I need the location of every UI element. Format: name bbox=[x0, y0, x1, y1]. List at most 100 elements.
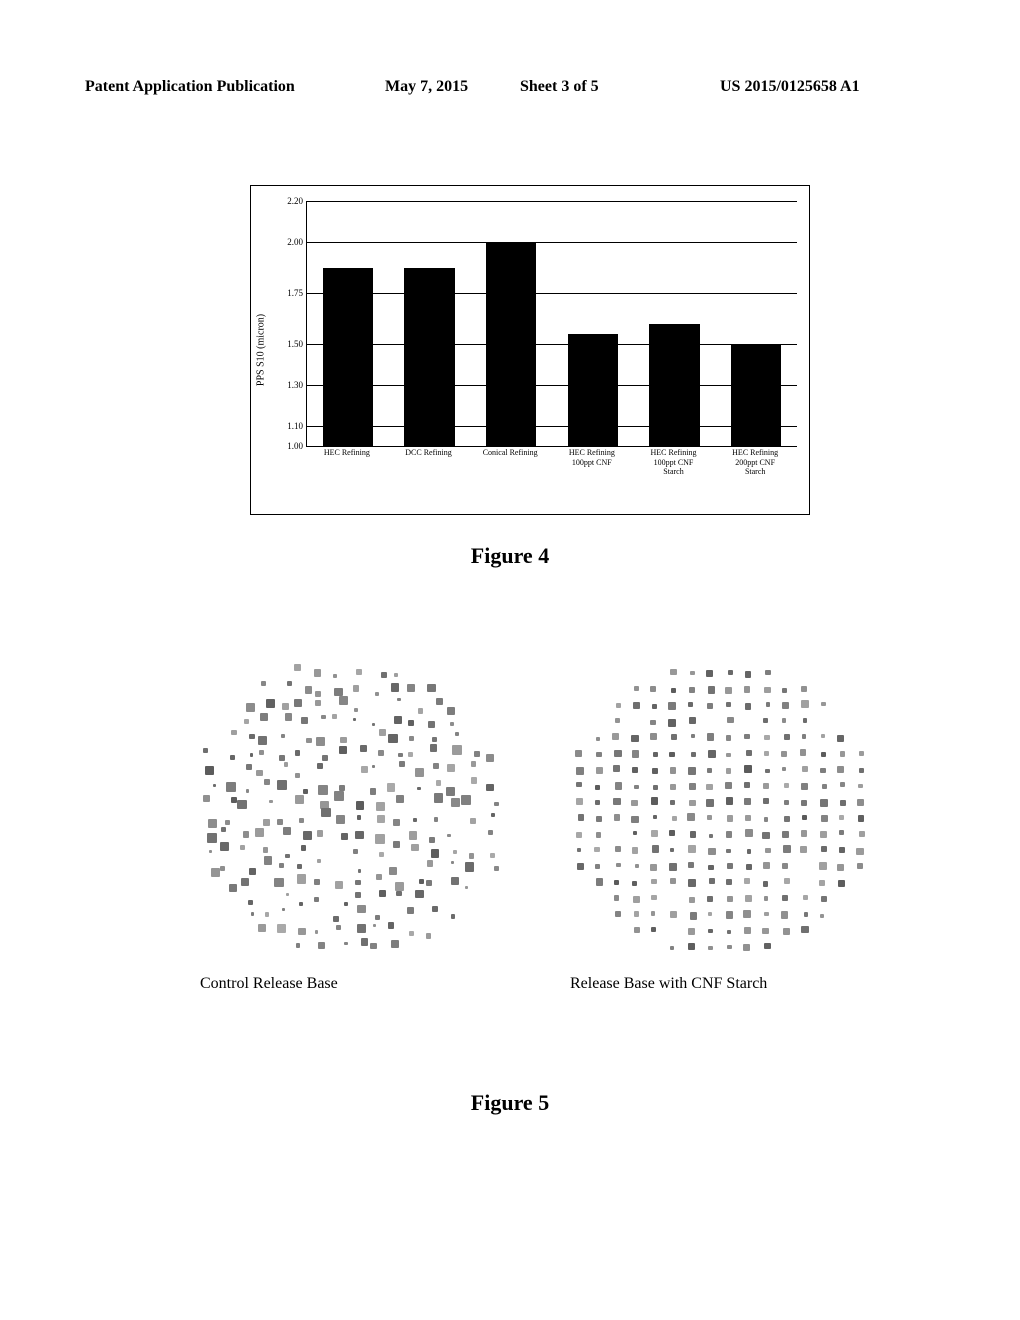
sample-dot bbox=[782, 831, 789, 838]
sample-dot bbox=[370, 943, 376, 949]
sample-dot bbox=[840, 782, 845, 787]
sample-dot bbox=[334, 791, 343, 800]
sample-dot bbox=[634, 686, 639, 691]
bar bbox=[649, 324, 700, 447]
sample-dot bbox=[763, 783, 769, 789]
sample-dot bbox=[858, 784, 862, 788]
sample-dot bbox=[615, 846, 621, 852]
sample-dot bbox=[634, 927, 640, 933]
sample-dot bbox=[488, 830, 494, 836]
sample-dot bbox=[616, 703, 621, 708]
sample-dot bbox=[652, 845, 660, 853]
sample-dot bbox=[612, 733, 619, 740]
sample-dot bbox=[432, 906, 438, 912]
sample-dot bbox=[296, 943, 301, 948]
sample-dot bbox=[376, 802, 385, 811]
sample-dot bbox=[726, 768, 732, 774]
sample-dot bbox=[782, 767, 786, 771]
sample-dot bbox=[802, 815, 808, 821]
sample-dot bbox=[764, 735, 769, 740]
sample-dot bbox=[322, 755, 328, 761]
sample-dot bbox=[398, 753, 403, 758]
sample-dot bbox=[209, 850, 212, 853]
sample-dot bbox=[376, 874, 382, 880]
sample-dot bbox=[764, 751, 769, 756]
sample-dot bbox=[669, 830, 675, 836]
sample-dot bbox=[258, 924, 266, 932]
sample-dot bbox=[294, 699, 302, 707]
sample-dot bbox=[576, 832, 582, 838]
sample-dot bbox=[594, 847, 600, 853]
sample-dot bbox=[782, 688, 787, 693]
y-tick-label: 1.10 bbox=[287, 421, 307, 431]
sample-dot bbox=[782, 895, 788, 901]
x-category-label: HEC Refining bbox=[317, 448, 377, 458]
sample-dot bbox=[393, 819, 401, 827]
sample-dot bbox=[669, 752, 674, 757]
sample-dot bbox=[471, 777, 477, 783]
sample-dot bbox=[615, 782, 622, 789]
sample-dot bbox=[745, 703, 752, 710]
sample-dot bbox=[764, 817, 768, 821]
sample-dot bbox=[708, 848, 716, 856]
figure5-left-sample bbox=[200, 665, 500, 955]
sample-dot bbox=[784, 783, 789, 788]
sample-dot bbox=[709, 834, 713, 838]
sample-dot bbox=[763, 881, 769, 887]
sample-dot bbox=[277, 819, 283, 825]
sample-dot bbox=[259, 750, 264, 755]
sample-dot bbox=[269, 800, 273, 804]
sample-dot bbox=[284, 762, 288, 766]
sample-dot bbox=[451, 914, 456, 919]
sample-dot bbox=[314, 879, 320, 885]
sample-dot bbox=[388, 734, 397, 743]
sample-dot bbox=[373, 924, 376, 927]
sample-dot bbox=[631, 735, 638, 742]
sample-dot bbox=[249, 868, 256, 875]
sample-dot bbox=[668, 702, 676, 710]
sample-dot bbox=[859, 751, 863, 755]
sample-dot bbox=[375, 915, 380, 920]
sample-dot bbox=[426, 880, 432, 886]
sample-dot bbox=[596, 767, 602, 773]
sample-dot bbox=[428, 721, 435, 728]
sample-dot bbox=[688, 943, 694, 949]
sample-dot bbox=[708, 912, 712, 916]
sample-dot bbox=[430, 744, 438, 752]
sample-dot bbox=[744, 734, 750, 740]
sample-dot bbox=[670, 800, 675, 805]
sample-dot bbox=[670, 767, 676, 773]
gridline bbox=[307, 426, 797, 427]
sample-dot bbox=[225, 820, 229, 824]
sample-dot bbox=[859, 768, 864, 773]
sample-dot bbox=[315, 930, 318, 933]
sample-dot bbox=[411, 844, 418, 851]
sample-dot bbox=[688, 845, 696, 853]
sample-dot bbox=[379, 852, 384, 857]
sample-dot bbox=[333, 916, 339, 922]
sample-dot bbox=[595, 864, 600, 869]
sample-dot bbox=[653, 815, 658, 820]
sample-dot bbox=[283, 827, 291, 835]
sample-dot bbox=[335, 881, 343, 889]
sample-dot bbox=[707, 768, 712, 773]
sample-dot bbox=[596, 816, 602, 822]
sample-dot bbox=[305, 686, 313, 694]
sample-dot bbox=[671, 688, 676, 693]
sample-dot bbox=[397, 698, 401, 702]
sample-dot bbox=[687, 813, 694, 820]
sample-dot bbox=[379, 890, 386, 897]
sample-dot bbox=[820, 831, 827, 838]
sample-dot bbox=[670, 669, 677, 676]
sample-dot bbox=[318, 785, 328, 795]
y-tick-label: 2.20 bbox=[287, 196, 307, 206]
sample-dot bbox=[671, 734, 677, 740]
figure5-left-label: Control Release Base bbox=[200, 975, 338, 993]
sample-dot bbox=[613, 798, 620, 805]
sample-dot bbox=[575, 750, 582, 757]
sample-dot bbox=[633, 896, 640, 903]
y-tick-label: 1.50 bbox=[287, 339, 307, 349]
sample-dot bbox=[203, 795, 210, 802]
sample-dot bbox=[652, 704, 657, 709]
sample-dot bbox=[650, 733, 656, 739]
